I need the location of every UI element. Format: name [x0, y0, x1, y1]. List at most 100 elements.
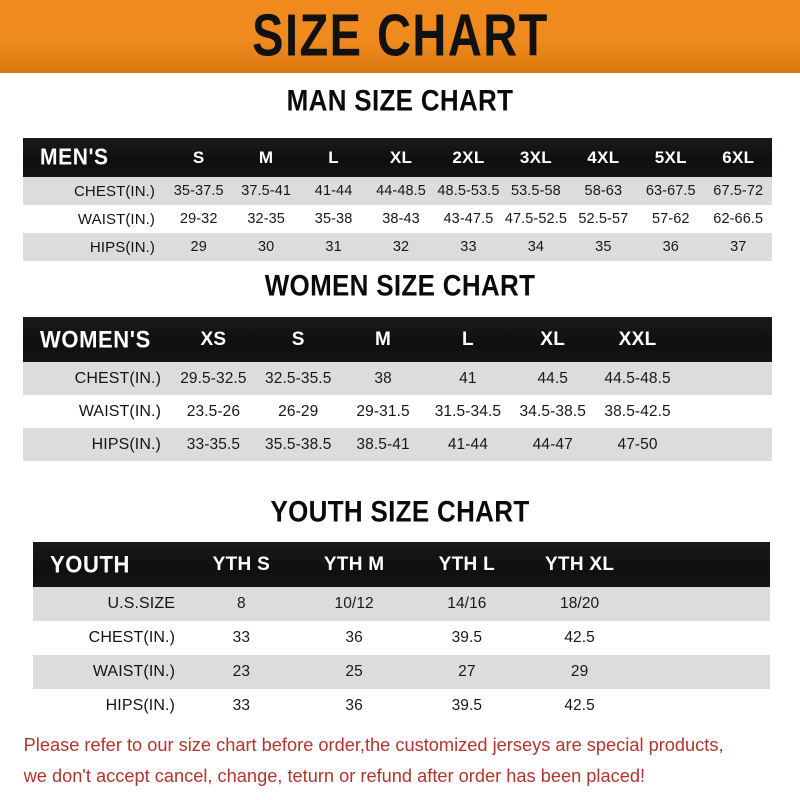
man-table-row: CHEST(IN.) 35-37.5 37.5-41 41-44 44-48.5 48.5… [23, 177, 772, 205]
youth-size-table: YOUTH YTH S YTH M YTH L YTH XL U.S.SIZE 8 10/1… [33, 542, 770, 723]
man-measurement-cell: 36 [662, 239, 679, 255]
youth-measurement-cell: 8 [237, 595, 246, 612]
women-table-row: CHEST(IN.) 29.5-32.5 32.5-35.5 38 41 44.5 44.5… [23, 362, 772, 395]
youth-table-head: YOUTH YTH S YTH M YTH L YTH XL [33, 542, 770, 587]
section-title-man: MAN SIZE CHART [286, 82, 514, 118]
youth-measurement-cell: 25 [345, 663, 363, 680]
man-column-header: L [328, 147, 339, 167]
youth-measurement-cell: 39.5 [451, 697, 483, 714]
women-table-row: WAIST(IN.) 23.5-26 26-29 29-31.5 31.5-34.5 34… [23, 395, 772, 428]
women-measurement-cell: 44.5-48.5 [604, 369, 671, 387]
women-measurement-cell: 34.5-38.5 [519, 402, 586, 420]
women-measurement-cell: 33-35.5 [186, 435, 241, 453]
women-measurement-cell: 41-44 [447, 435, 488, 453]
man-table-row: HIPS(IN.) 29 30 31 32 33 34 35 36 37 [23, 233, 772, 261]
man-column-header: 6XL [722, 147, 755, 167]
man-measurement-cell: 37.5-41 [241, 183, 292, 199]
women-measurement-cell: 38.5-42.5 [604, 402, 671, 420]
women-column-header: L [461, 328, 474, 350]
women-row-label: CHEST(IN.) [74, 369, 161, 387]
youth-measurement-cell: 27 [458, 663, 476, 680]
women-table-head: WOMEN'S XS S M L XL XXL [23, 317, 772, 362]
man-measurement-cell: 38-43 [382, 211, 420, 227]
youth-row-label: WAIST(IN.) [92, 663, 175, 680]
man-column-header: XL [389, 147, 413, 167]
youth-table-header-row: YOUTH YTH S YTH M YTH L YTH XL [33, 542, 770, 587]
man-column-header: M [258, 147, 274, 167]
women-column-header: M [375, 328, 392, 350]
man-column-header: 5XL [654, 147, 687, 167]
women-measurement-cell: 29.5-32.5 [180, 369, 247, 387]
women-measurement-cell-spacer [680, 362, 772, 395]
page-banner: SIZE CHART [0, 0, 800, 73]
women-column-header: XS [200, 328, 227, 350]
women-column-header: S [291, 328, 305, 350]
women-measurement-cell: 44.5 [537, 369, 569, 387]
youth-table-row: U.S.SIZE 8 10/12 14/16 18/20 [33, 587, 770, 621]
man-measurement-cell: 35-37.5 [173, 183, 224, 199]
women-measurement-cell: 29-31.5 [356, 402, 410, 420]
men-table-head: MEN'S S M L XL 2XL 3XL 4XL 5XL 6XL [23, 138, 772, 177]
man-measurement-cell: 30 [257, 239, 275, 255]
order-policy-note: Please refer to our size chart before or… [0, 729, 788, 791]
youth-measurement-cell: 36 [345, 629, 363, 646]
youth-column-header: YTH L [438, 553, 496, 575]
women-table-row: HIPS(IN.) 33-35.5 35.5-38.5 38.5-41 41-44 44-… [23, 428, 772, 461]
women-table-body: CHEST(IN.) 29.5-32.5 32.5-35.5 38 41 44.5 44.5… [23, 362, 772, 461]
women-size-table: WOMEN'S XS S M L XL XXL CHEST(IN.) 29.5-32.5 32.… [23, 317, 772, 461]
man-measurement-cell: 52.5-57 [578, 211, 629, 227]
youth-column-header-spacer [636, 542, 770, 587]
women-column-header-spacer [680, 317, 772, 362]
man-measurement-cell: 48.5-53.5 [437, 183, 500, 199]
women-table-corner-label: WOMEN'S [40, 325, 151, 353]
youth-column-header: YTH XL [544, 553, 615, 575]
man-column-header: S [192, 147, 205, 167]
youth-measurement-cell: 29 [570, 663, 589, 680]
women-measurement-cell: 44-47 [532, 435, 573, 453]
man-measurement-cell: 37 [730, 239, 747, 255]
youth-measurement-cell: 18/20 [559, 595, 600, 612]
man-column-header: 4XL [587, 147, 620, 167]
man-measurement-cell: 47.5-52.5 [504, 211, 567, 227]
youth-column-header: YTH S [212, 553, 271, 575]
men-size-table: MEN'S S M L XL 2XL 3XL 4XL 5XL 6XL CHEST(IN.) 35-3… [23, 138, 772, 261]
man-measurement-cell: 29-32 [179, 211, 218, 227]
man-measurement-cell: 35-38 [314, 211, 353, 227]
man-measurement-cell: 57-62 [651, 211, 690, 227]
youth-table-row: CHEST(IN.) 33 36 39.5 42.5 [33, 621, 770, 655]
men-table-header-row: MEN'S S M L XL 2XL 3XL 4XL 5XL 6XL [23, 138, 772, 177]
women-measurement-cell: 38 [374, 369, 392, 387]
youth-measurement-cell-spacer [636, 621, 770, 655]
man-measurement-cell: 35 [595, 239, 612, 255]
youth-measurement-cell-spacer [636, 689, 770, 723]
women-measurement-cell-spacer [680, 428, 772, 461]
man-measurement-cell: 63-67.5 [645, 183, 696, 199]
women-measurement-cell: 38.5-41 [356, 435, 410, 453]
youth-measurement-cell: 33 [232, 629, 251, 646]
women-column-header: XL [540, 328, 566, 350]
youth-measurement-cell: 10/12 [334, 595, 374, 612]
women-measurement-cell: 32.5-35.5 [265, 369, 332, 387]
youth-measurement-cell: 33 [232, 697, 251, 714]
youth-measurement-cell: 39.5 [451, 629, 483, 646]
youth-measurement-cell: 36 [345, 697, 363, 714]
women-measurement-cell: 41 [459, 369, 477, 387]
man-measurement-cell: 32 [392, 239, 410, 255]
women-measurement-cell: 35.5-38.5 [265, 435, 332, 453]
youth-table-row: WAIST(IN.) 23 25 27 29 [33, 655, 770, 689]
man-measurement-cell: 43-47.5 [443, 211, 494, 227]
youth-measurement-cell: 14/16 [447, 595, 487, 612]
man-measurement-cell: 32-35 [247, 211, 285, 227]
women-row-label: HIPS(IN.) [91, 435, 161, 453]
man-table-row: WAIST(IN.) 29-32 32-35 35-38 38-43 43-47.5 47.… [23, 205, 772, 233]
women-measurement-cell: 26-29 [278, 402, 319, 420]
women-measurement-cell-spacer [680, 395, 772, 428]
man-measurement-cell: 41-44 [314, 183, 353, 199]
man-table-corner-label: MEN'S [40, 144, 109, 170]
order-policy-line-1: Please refer to our size chart before or… [23, 734, 724, 755]
man-measurement-cell: 33 [460, 239, 477, 255]
women-row-label: WAIST(IN.) [78, 402, 161, 420]
man-measurement-cell: 67.5-72 [713, 183, 764, 199]
youth-measurement-cell-spacer [636, 655, 770, 689]
women-table-header-row: WOMEN'S XS S M L XL XXL [23, 317, 772, 362]
